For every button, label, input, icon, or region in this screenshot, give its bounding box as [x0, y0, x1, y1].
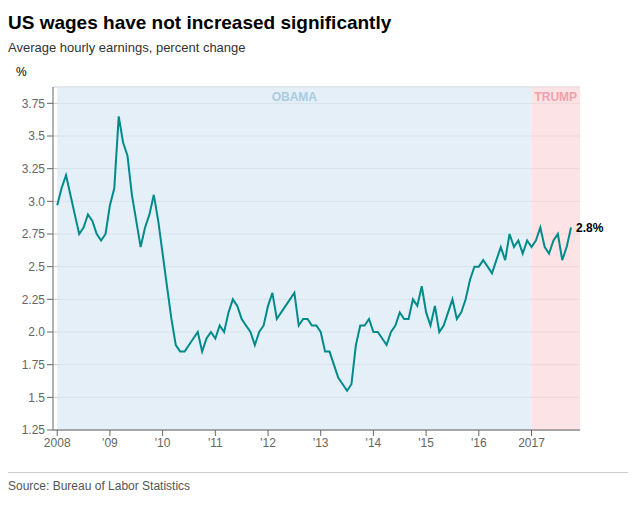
html-text:US wages have not increased si: US wages have not increased significantl…: [8, 12, 392, 33]
svg-text:3.75: 3.75: [22, 97, 46, 111]
svg-text:OBAMA: OBAMA: [272, 90, 318, 104]
svg-text:2017: 2017: [518, 436, 545, 450]
svg-text:'13: '13: [313, 436, 329, 450]
svg-text:TRUMP: TRUMP: [534, 90, 577, 104]
svg-text:'11: '11: [208, 436, 223, 450]
svg-text:3.0: 3.0: [28, 195, 45, 209]
svg-text:1.5: 1.5: [28, 391, 45, 405]
html-text:Source: Bureau of Labor Statis: Source: Bureau of Labor Statistics: [8, 479, 191, 493]
svg-text:1.75: 1.75: [22, 358, 46, 372]
svg-text:2.75: 2.75: [22, 227, 46, 241]
html-text:Average hourly earnings, perce: Average hourly earnings, percent change: [8, 40, 246, 55]
svg-text:2.8%: 2.8%: [576, 221, 604, 235]
svg-text:3.25: 3.25: [22, 162, 46, 176]
svg-text:'15: '15: [418, 436, 434, 450]
svg-text:1.25: 1.25: [22, 423, 46, 437]
svg-text:'16: '16: [471, 436, 487, 450]
svg-text:'10: '10: [155, 436, 171, 450]
svg-text:'14: '14: [366, 436, 382, 450]
svg-text:2.0: 2.0: [28, 325, 45, 339]
svg-text:2.25: 2.25: [22, 293, 46, 307]
svg-text:2008: 2008: [44, 436, 71, 450]
svg-text:2.5: 2.5: [28, 260, 45, 274]
svg-text:'12: '12: [260, 436, 276, 450]
svg-text:3.5: 3.5: [28, 129, 45, 143]
svg-text:'09: '09: [102, 436, 118, 450]
